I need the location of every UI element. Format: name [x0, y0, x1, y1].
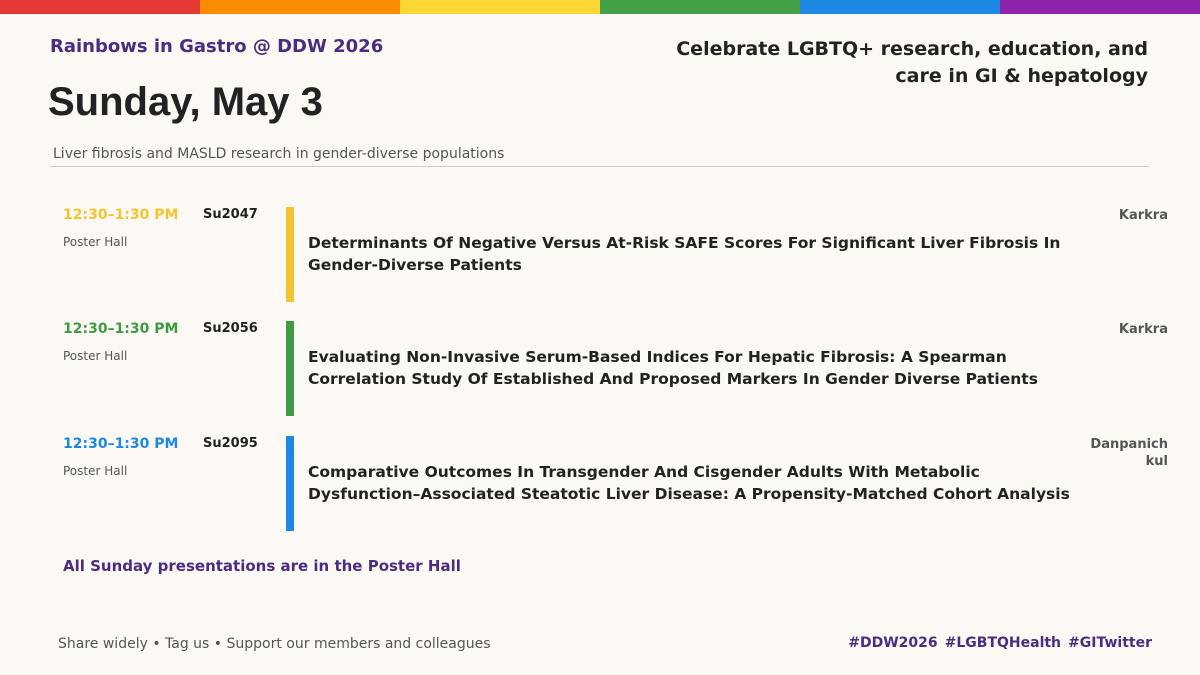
session-author: Karkra — [1118, 322, 1168, 337]
footer-text: Share widely • Tag us • Support our memb… — [58, 636, 491, 652]
accent-bar — [286, 207, 294, 302]
session-title: Evaluating Non-Invasive Serum-Based Indi… — [308, 348, 1038, 388]
hashtags: #DDW2026 #LGBTQHealth #GITwitter — [848, 635, 1152, 651]
brand: Rainbows in Gastro @ DDW 2026 — [50, 36, 384, 57]
session-title: Determinants Of Negative Versus At-Risk … — [308, 234, 1061, 274]
session-time: 12:30–1:30 PM — [63, 321, 179, 337]
hashtag: #LGBTQHealth — [944, 635, 1062, 651]
session: 12:30–1:30 PM Poster Hall Su2095 Comparativ… — [0, 436, 1200, 532]
note: All Sunday presentations are in the Post… — [63, 557, 461, 575]
subtitle: Liver fibrosis and MASLD research in gen… — [53, 146, 505, 162]
date-heading: Sunday, May 3 — [48, 80, 323, 124]
accent-bar — [286, 321, 294, 416]
hashtag: #DDW2026 — [848, 635, 938, 651]
session-author: Danpanichkul — [1090, 437, 1168, 469]
rainbow-stripe — [0, 0, 1200, 14]
session-location: Poster Hall — [63, 349, 128, 363]
divider — [50, 166, 1149, 167]
session: 12:30–1:30 PM Poster Hall Su2056 Evaluating… — [0, 321, 1200, 417]
tagline: Celebrate LGBTQ+ research, education, an… — [676, 38, 1148, 87]
session: 12:30–1:30 PM Poster Hall Su2047 Determinan… — [0, 207, 1200, 303]
session-title: Comparative Outcomes In Transgender And … — [308, 463, 1070, 503]
session-author: Karkra — [1118, 208, 1168, 223]
session-code: Su2056 — [203, 321, 258, 336]
session-time: 12:30–1:30 PM — [63, 436, 179, 452]
session-location: Poster Hall — [63, 464, 128, 478]
session-code: Su2047 — [203, 207, 258, 222]
session-location: Poster Hall — [63, 235, 128, 249]
session-code: Su2095 — [203, 436, 258, 451]
hashtag: #GITwitter — [1068, 635, 1152, 651]
session-time: 12:30–1:30 PM — [63, 207, 179, 223]
accent-bar — [286, 436, 294, 531]
